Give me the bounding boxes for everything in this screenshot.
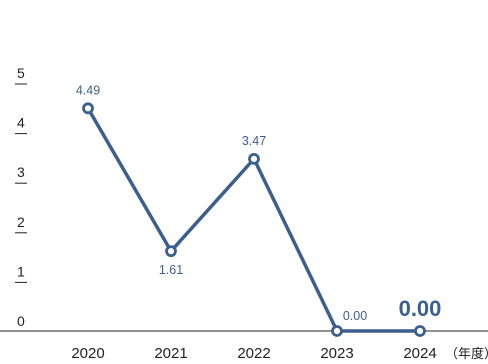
data-label: 4.49 [76, 83, 100, 97]
x-axis-unit-label: （年度） [445, 346, 488, 362]
data-label: 0.00 [399, 296, 442, 321]
data-point [165, 245, 177, 258]
data-point [82, 102, 94, 115]
series-line-group [82, 102, 426, 337]
y-tick-label: 2 [17, 214, 25, 230]
data-point [331, 325, 343, 337]
data-point [248, 152, 260, 165]
x-axis: 2020 2021 2022 2023 2024 [71, 345, 436, 362]
y-axis: 0 1 2 3 4 5 [15, 65, 27, 329]
data-labels: 4.49 1.61 3.47 0.00 0.00 [76, 83, 442, 323]
data-label: 0.00 [343, 309, 367, 323]
data-label: 3.47 [242, 134, 266, 148]
x-tick-label: 2023 [320, 345, 353, 362]
x-tick-label: 2021 [154, 345, 187, 362]
y-tick-label: 3 [17, 164, 25, 180]
y-tick-label: 0 [17, 313, 25, 329]
y-tick-label: 1 [17, 263, 25, 279]
data-label: 1.61 [159, 263, 183, 277]
x-tick-label: 2022 [237, 345, 270, 362]
y-tick-label: 4 [17, 115, 25, 131]
x-tick-label: 2020 [71, 345, 104, 362]
data-point [414, 325, 426, 337]
x-tick-label: 2024 [403, 345, 436, 362]
y-tick-label: 5 [17, 65, 25, 81]
